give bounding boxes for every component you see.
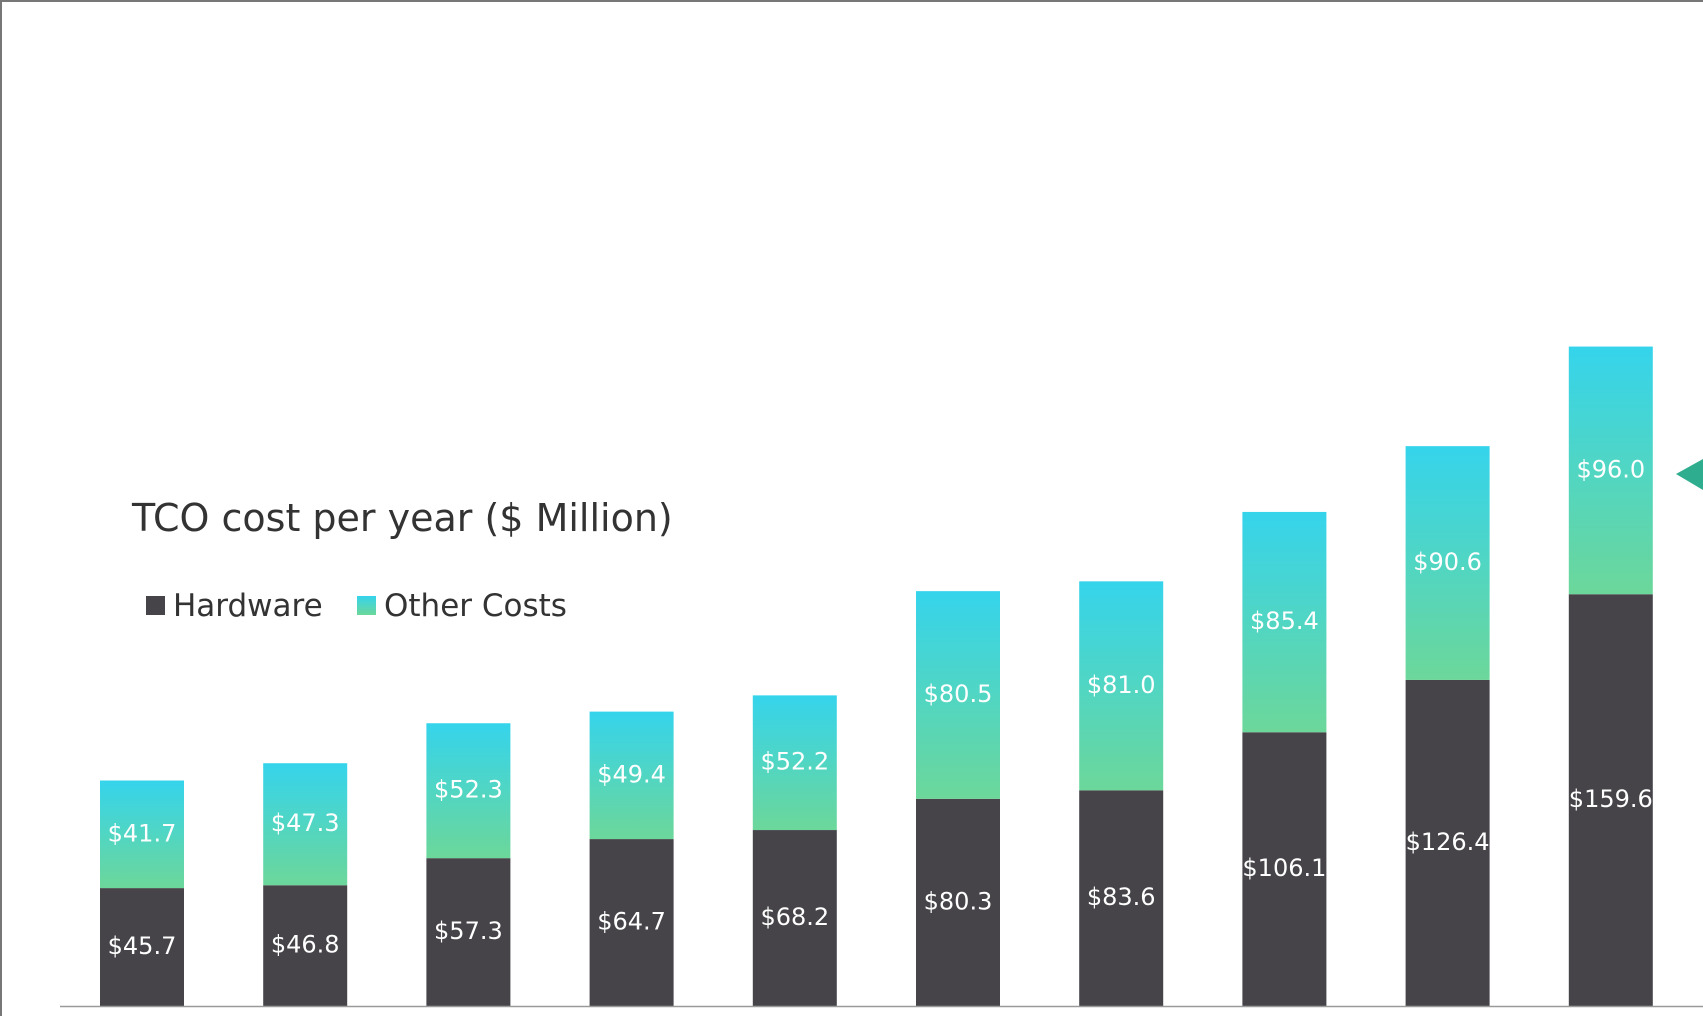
data-label-hardware-7: $83.6 bbox=[1087, 883, 1156, 911]
data-label-other-costs-4: $49.4 bbox=[597, 760, 666, 788]
legend-label-hardware: Hardware bbox=[173, 588, 323, 624]
data-label-hardware-4: $64.7 bbox=[597, 908, 666, 936]
bars-layer bbox=[100, 346, 1653, 1006]
bar-hardware-8 bbox=[1242, 732, 1327, 1006]
data-label-other-costs-5: $52.2 bbox=[760, 748, 829, 776]
data-label-hardware-2: $46.8 bbox=[271, 931, 340, 959]
bar-hardware-5 bbox=[752, 830, 837, 1006]
bar-other-costs-8 bbox=[1242, 511, 1327, 733]
data-label-hardware-10: $159.6 bbox=[1569, 785, 1653, 813]
bar-hardware-1 bbox=[100, 888, 184, 1006]
bar-other-costs-9 bbox=[1405, 446, 1490, 680]
bar-hardware-2 bbox=[263, 885, 348, 1006]
data-label-hardware-1: $45.7 bbox=[108, 932, 177, 960]
bar-other-costs-7 bbox=[1079, 581, 1164, 791]
data-label-other-costs-2: $47.3 bbox=[271, 809, 340, 837]
data-label-hardware-9: $126.4 bbox=[1406, 828, 1490, 856]
annotation-arrow-icon bbox=[1676, 459, 1703, 490]
data-label-other-costs-7: $81.0 bbox=[1087, 671, 1156, 699]
data-label-other-costs-6: $80.5 bbox=[924, 680, 993, 708]
data-label-other-costs-9: $90.6 bbox=[1413, 548, 1482, 576]
bar-hardware-3 bbox=[426, 858, 511, 1006]
bar-hardware-10 bbox=[1568, 594, 1653, 1006]
data-label-other-costs-1: $41.7 bbox=[108, 819, 177, 847]
bar-hardware-7 bbox=[1079, 790, 1164, 1006]
legend-label-other-costs: Other Costs bbox=[384, 588, 567, 624]
bar-other-costs-6 bbox=[916, 591, 1000, 799]
data-label-hardware-6: $80.3 bbox=[924, 887, 993, 915]
bar-hardware-9 bbox=[1405, 679, 1490, 1006]
bar-hardware-6 bbox=[916, 798, 1000, 1006]
bar-other-costs-4 bbox=[589, 711, 674, 840]
legend: Hardware Other Costs bbox=[146, 588, 567, 624]
data-labels-layer: $45.7 $41.7 $46.8 $47.3 $57.3 $52.3 $64.7 $49.4… bbox=[108, 455, 1653, 960]
data-label-hardware-5: $68.2 bbox=[760, 903, 829, 931]
data-label-hardware-3: $57.3 bbox=[434, 917, 503, 945]
chart-title: TCO cost per year ($ Million) bbox=[131, 496, 673, 540]
bar-other-costs-2 bbox=[263, 763, 348, 886]
bar-hardware-4 bbox=[589, 839, 674, 1006]
data-label-hardware-8: $106.1 bbox=[1242, 854, 1326, 882]
bar-other-costs-5 bbox=[752, 695, 837, 831]
data-label-other-costs-3: $52.3 bbox=[434, 776, 503, 804]
bar-other-costs-3 bbox=[426, 723, 511, 859]
bar-other-costs-10 bbox=[1568, 346, 1653, 595]
legend-swatch-other-costs bbox=[357, 596, 376, 615]
data-label-other-costs-8: $85.4 bbox=[1250, 607, 1319, 635]
legend-swatch-hardware bbox=[146, 596, 165, 615]
data-label-other-costs-10: $96.0 bbox=[1576, 455, 1645, 483]
bar-other-costs-1 bbox=[100, 780, 184, 889]
